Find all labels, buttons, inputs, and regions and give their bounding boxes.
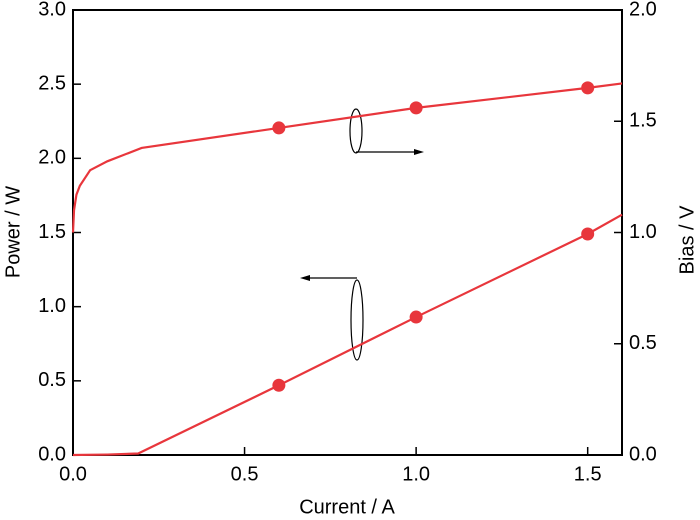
y-tick-label: 1.5 [38,221,66,243]
y-axis-label: Power / W [2,186,24,278]
x-tick-label: 1.5 [574,463,602,485]
arrow-head [414,149,424,155]
x-tick-label: 0.0 [59,463,87,485]
data-point [409,310,423,324]
y2-tick-label: 0.5 [629,332,657,354]
y-tick-label: 0.0 [38,443,66,465]
data-point [272,378,286,392]
data-point [272,121,286,135]
y2-axis-label: Bias / V [676,205,698,275]
data-line [71,82,623,233]
data-point [581,81,595,95]
plot-frame [72,9,623,456]
y-tick-label: 1.0 [38,295,66,317]
y-tick-label: 0.5 [38,369,66,391]
data-line [72,213,623,457]
y-tick-label: 2.5 [38,72,66,94]
data-point [409,101,423,115]
x-tick-label: 1.0 [402,463,430,485]
y2-tick-label: 0.0 [629,443,657,465]
y-tick-label: 3.0 [38,0,66,20]
x-axis-label: Current / A [299,496,395,518]
y2-tick-label: 1.0 [629,221,657,243]
annotation-ellipse [350,279,364,361]
x-tick-label: 0.5 [231,463,259,485]
y-tick-label: 2.0 [38,147,66,169]
y2-tick-label: 1.5 [629,110,657,132]
annotation-ellipse [349,108,363,154]
data-point [581,227,595,241]
y2-tick-label: 2.0 [629,0,657,20]
arrow-head [300,275,310,281]
